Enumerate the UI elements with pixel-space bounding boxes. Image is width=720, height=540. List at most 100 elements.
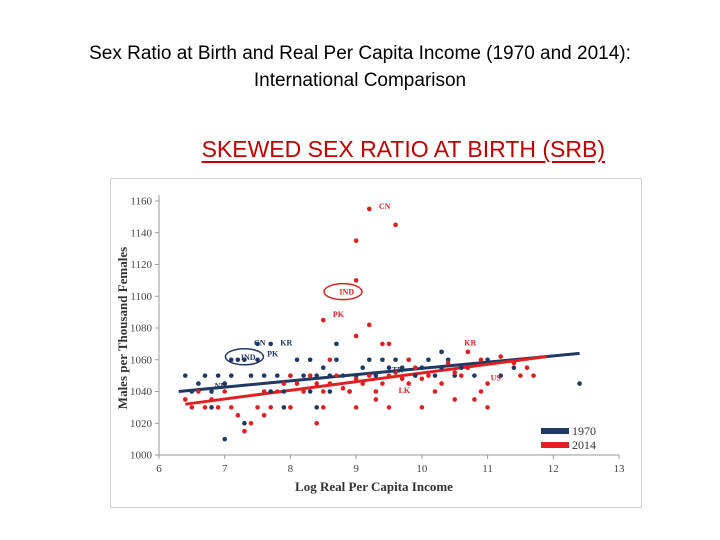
point-2014 (215, 405, 221, 410)
chart-axes: 1000 1020 1040 1060 1080 1100 1120 1140 1160 6 7 8 9… (115, 195, 625, 494)
slide-title: Sex Ratio at Birth and Real Per Capita I… (40, 40, 680, 94)
point-2014 (478, 357, 484, 363)
point-2014 (386, 373, 392, 378)
point-1970 (261, 373, 267, 378)
point-1970 (327, 389, 333, 394)
point-2014 (452, 397, 458, 402)
point-1970 (386, 365, 392, 370)
y-tick-label: 1060 (130, 354, 153, 366)
point-2014 (255, 405, 260, 410)
point-2014 (406, 357, 412, 363)
point-2014 (373, 389, 379, 394)
point-2014 (380, 341, 385, 347)
point-1970 (511, 365, 517, 370)
point-1970 (274, 373, 280, 378)
x-tick-label: 7 (222, 463, 228, 475)
point-2014 (202, 405, 208, 410)
point-1970 (228, 373, 234, 378)
point-1970 (242, 420, 247, 426)
point-2014 (511, 360, 517, 366)
annotation-kr: KR (464, 338, 476, 347)
point-1970 (393, 357, 398, 363)
point-2014 (248, 420, 254, 426)
annotation-pk: PK (267, 350, 279, 359)
y-tick-label: 1160 (130, 196, 152, 208)
annotation-ind: IND (339, 288, 354, 297)
annotation-cn: CN (254, 338, 266, 347)
chart-frame: 1000 1020 1040 1060 1080 1100 1120 1140 1160 6 7 8 9… (110, 178, 642, 508)
point-1970 (294, 357, 300, 363)
point-2014 (320, 317, 326, 323)
x-tick-label: 13 (614, 463, 626, 475)
point-1970 (255, 357, 260, 363)
slide-title-line-2: International Comparison (253, 70, 467, 91)
point-1970 (209, 389, 214, 394)
point-1970 (380, 357, 385, 363)
y-axis-title: Males per Thousand Females (115, 247, 130, 409)
y-tick-label: 1120 (130, 259, 152, 271)
point-2014 (327, 357, 333, 363)
point-1970 (412, 373, 418, 378)
slide-title-line-1: Sex Ratio at Birth and Real Per Capita I… (89, 43, 631, 64)
point-1970 (255, 341, 260, 347)
point-1970 (327, 373, 333, 378)
point-2014 (294, 381, 300, 386)
point-2014 (235, 413, 241, 418)
trend-lines (178, 351, 580, 406)
point-1970 (366, 357, 372, 363)
point-2014 (366, 322, 372, 328)
point-2014 (432, 389, 438, 394)
point-2014 (242, 428, 247, 434)
point-2014 (314, 381, 320, 386)
point-1970 (189, 389, 195, 394)
point-1970 (307, 389, 313, 394)
point-1970 (301, 373, 306, 378)
annotation-np: NP (215, 381, 226, 390)
highlight-ring-2014 (323, 282, 363, 301)
point-2014 (268, 405, 274, 410)
point-2014 (373, 397, 379, 402)
x-axis-title: Log Real Per Capita Income (295, 479, 453, 494)
slide-subtitle: SKEWED SEX RATIO AT BIRTH (SRB) (201, 136, 605, 162)
point-2014 (353, 333, 359, 339)
legend-swatch-1970 (541, 428, 569, 434)
y-tick-label: 1140 (130, 227, 152, 239)
point-2014 (412, 365, 418, 370)
point-2014 (182, 397, 188, 402)
y-tick-label: 1020 (130, 418, 153, 430)
point-2014 (196, 389, 201, 394)
point-2014 (458, 373, 464, 378)
point-2014 (406, 381, 412, 386)
point-1970 (458, 365, 464, 370)
legend-swatch-2014 (541, 442, 569, 448)
data-points (182, 206, 582, 442)
point-1970 (228, 357, 234, 363)
point-2014 (347, 389, 352, 394)
point-2014 (386, 341, 392, 347)
point-2014 (366, 206, 372, 212)
legend-label-1970: 1970 (572, 424, 596, 438)
point-2014 (340, 386, 346, 391)
point-2014 (353, 376, 359, 382)
annotation-pk: PK (333, 310, 345, 319)
x-tick-label: 11 (482, 463, 493, 475)
point-2014 (288, 373, 293, 378)
point-1970 (432, 373, 438, 378)
point-1970 (399, 365, 405, 370)
point-1970 (196, 381, 201, 386)
point-1970 (485, 357, 490, 363)
point-2014 (353, 405, 359, 410)
point-1970 (353, 373, 359, 378)
x-tick-label: 6 (156, 463, 162, 475)
point-2014 (531, 373, 536, 378)
point-1970 (268, 341, 274, 347)
y-tick-label: 1080 (130, 323, 153, 335)
point-2014 (261, 413, 267, 418)
point-1970 (242, 357, 247, 363)
x-tick-label: 8 (288, 463, 294, 475)
point-2014 (472, 397, 477, 402)
point-1970 (307, 357, 313, 363)
point-1970 (360, 365, 366, 370)
point-2014 (274, 389, 280, 394)
